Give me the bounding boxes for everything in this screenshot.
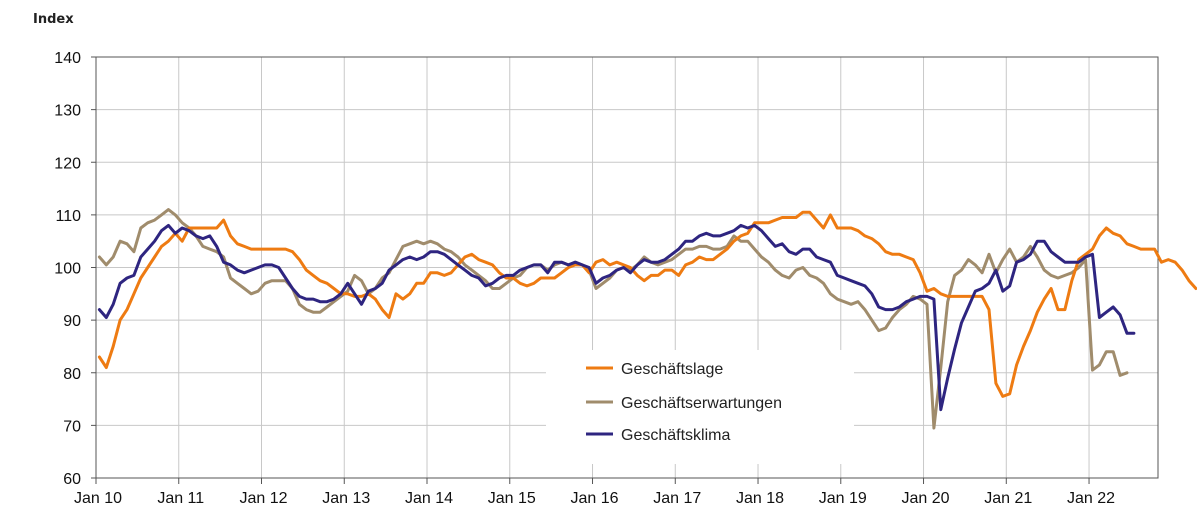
y-tick-label: 120 — [54, 155, 81, 172]
legend-label: Geschäftserwartungen — [621, 395, 782, 412]
x-tick-label: Jan 20 — [902, 490, 950, 507]
y-tick-label: 80 — [63, 366, 81, 383]
y-tick-label: 140 — [54, 50, 81, 67]
x-tick-label: Jan 10 — [74, 490, 122, 507]
y-tick-label: 130 — [54, 103, 81, 120]
series-line — [97, 210, 1197, 398]
x-tick-label: Jan 13 — [322, 490, 370, 507]
legend: Geschäftslage Geschäftserwartungen Geschäf… — [546, 350, 854, 464]
legend-label: Geschäftslage — [621, 361, 723, 378]
y-tick-label: 100 — [54, 261, 81, 278]
x-tick-label: Jan 15 — [488, 490, 536, 507]
y-tick-label: 60 — [63, 471, 81, 488]
y-tick-label: 110 — [55, 208, 81, 225]
y-axis-title: Index — [33, 12, 74, 27]
x-tick-label: Jan 18 — [736, 490, 784, 507]
x-tick-label: Jan 22 — [1067, 490, 1115, 507]
x-ticks: Jan 10 Jan 11 Jan 12 Jan 13 Jan 14 Jan 15 Jan … — [74, 478, 1115, 507]
x-tick-label: Jan 14 — [405, 490, 453, 507]
y-ticks: 60 70 80 90 100 110 120 130 140 — [54, 50, 96, 488]
x-tick-label: Jan 21 — [984, 490, 1032, 507]
x-tick-label: Jan 19 — [819, 490, 867, 507]
y-tick-label: 70 — [63, 418, 81, 435]
x-tick-label: Jan 17 — [653, 490, 701, 507]
series-line — [97, 223, 1136, 412]
x-tick-label: Jan 11 — [157, 490, 204, 507]
x-tick-label: Jan 16 — [570, 490, 618, 507]
y-tick-label: 90 — [63, 313, 81, 330]
series-lines — [97, 208, 1197, 430]
legend-label: Geschäftsklima — [621, 427, 730, 444]
x-tick-label: Jan 12 — [239, 490, 287, 507]
